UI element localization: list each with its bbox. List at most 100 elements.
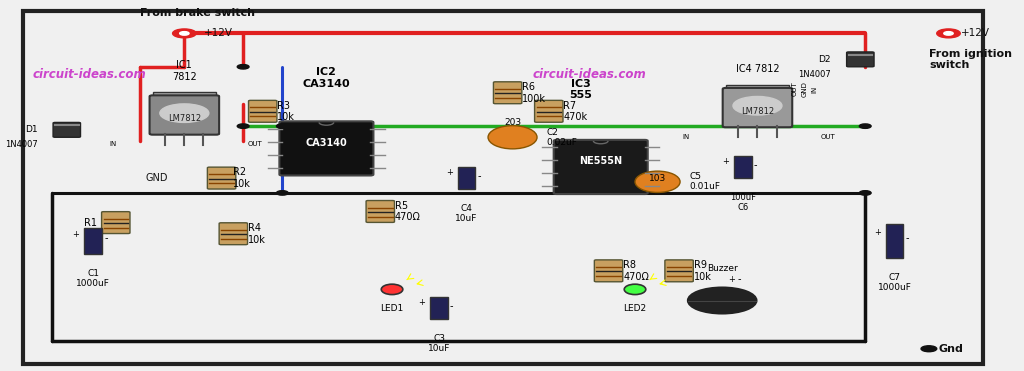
- Text: 100uF
C6: 100uF C6: [730, 193, 756, 212]
- Circle shape: [688, 288, 757, 313]
- FancyBboxPatch shape: [594, 260, 623, 282]
- Text: 203: 203: [504, 118, 521, 127]
- Text: Gnd: Gnd: [939, 344, 964, 354]
- Text: R8
470Ω: R8 470Ω: [624, 260, 649, 282]
- Text: GND: GND: [145, 173, 168, 183]
- FancyBboxPatch shape: [847, 52, 874, 67]
- Bar: [153, 92, 216, 96]
- Text: -: -: [737, 274, 741, 284]
- Circle shape: [921, 346, 937, 352]
- Circle shape: [276, 124, 288, 128]
- FancyBboxPatch shape: [150, 95, 219, 135]
- Text: R9
10k: R9 10k: [694, 260, 712, 282]
- Text: LED2: LED2: [624, 304, 646, 313]
- Text: R1: R1: [84, 218, 97, 227]
- Bar: [734, 156, 752, 178]
- Bar: [886, 224, 903, 258]
- Text: CA3140: CA3140: [305, 138, 347, 148]
- FancyBboxPatch shape: [208, 167, 236, 189]
- Circle shape: [859, 191, 871, 195]
- Circle shape: [733, 96, 782, 115]
- FancyBboxPatch shape: [554, 140, 648, 194]
- Text: LM7812: LM7812: [168, 114, 201, 123]
- Circle shape: [276, 191, 288, 195]
- Text: IC1
7812: IC1 7812: [172, 60, 197, 82]
- Text: -: -: [477, 171, 481, 181]
- Text: -: -: [754, 160, 757, 170]
- Bar: [458, 167, 475, 189]
- FancyBboxPatch shape: [723, 88, 793, 127]
- Bar: [430, 297, 447, 319]
- Text: OUT: OUT: [248, 141, 263, 147]
- Text: D2: D2: [818, 55, 830, 64]
- Text: circuit-ideas.com: circuit-ideas.com: [532, 68, 646, 81]
- Circle shape: [859, 124, 871, 128]
- Text: OUT: OUT: [792, 82, 798, 96]
- Text: C1
1000uF: C1 1000uF: [77, 269, 111, 288]
- Text: LM7812: LM7812: [741, 107, 774, 116]
- Circle shape: [944, 32, 953, 35]
- Circle shape: [238, 124, 249, 128]
- Text: R7
470k: R7 470k: [563, 101, 588, 122]
- Text: C3
10uF: C3 10uF: [428, 334, 451, 353]
- Text: -: -: [450, 301, 454, 311]
- Text: R2
10k: R2 10k: [233, 167, 251, 189]
- FancyBboxPatch shape: [665, 260, 693, 282]
- Ellipse shape: [488, 126, 537, 149]
- Text: R5
470Ω: R5 470Ω: [395, 201, 421, 222]
- Text: OUT: OUT: [821, 134, 836, 139]
- FancyBboxPatch shape: [53, 122, 81, 137]
- Circle shape: [937, 29, 961, 38]
- Text: +: +: [73, 230, 80, 239]
- Text: +: +: [419, 298, 425, 307]
- Circle shape: [179, 32, 189, 35]
- FancyBboxPatch shape: [219, 223, 248, 245]
- Text: +12V: +12V: [204, 29, 232, 38]
- Circle shape: [160, 104, 209, 122]
- Text: +12V: +12V: [962, 29, 990, 38]
- Text: NE555N: NE555N: [580, 157, 623, 166]
- Text: R3
10k: R3 10k: [278, 101, 295, 122]
- FancyBboxPatch shape: [101, 211, 130, 234]
- Text: R4
10k: R4 10k: [248, 223, 266, 244]
- Text: From ignition
switch: From ignition switch: [929, 49, 1012, 70]
- Text: C2
0.02uF: C2 0.02uF: [547, 128, 578, 147]
- Text: +: +: [722, 157, 729, 166]
- Text: R6
100k: R6 100k: [522, 82, 547, 104]
- Text: D1: D1: [25, 125, 38, 134]
- Text: IC4 7812: IC4 7812: [735, 64, 779, 74]
- Text: +: +: [445, 168, 453, 177]
- Text: From brake switch: From brake switch: [140, 8, 255, 18]
- Bar: [84, 228, 102, 254]
- Text: IN: IN: [683, 134, 690, 139]
- Text: C4
10uF: C4 10uF: [456, 204, 477, 223]
- Text: circuit-ideas.com: circuit-ideas.com: [33, 68, 146, 81]
- Text: C5
0.01uF: C5 0.01uF: [690, 172, 721, 191]
- Text: C7
1000uF: C7 1000uF: [878, 273, 911, 292]
- Text: 1N4007: 1N4007: [5, 140, 38, 149]
- Text: +: +: [874, 228, 881, 237]
- Text: GND: GND: [802, 81, 808, 97]
- FancyBboxPatch shape: [494, 82, 522, 104]
- Text: IC2
CA3140: IC2 CA3140: [303, 68, 350, 89]
- Ellipse shape: [381, 284, 402, 295]
- Text: Buzzer: Buzzer: [707, 264, 737, 273]
- Text: 1N4007: 1N4007: [798, 70, 830, 79]
- Text: -: -: [104, 234, 108, 243]
- Text: LED1: LED1: [381, 304, 403, 313]
- Text: +: +: [728, 275, 735, 284]
- Text: -: -: [905, 233, 909, 243]
- Text: IN: IN: [811, 85, 817, 93]
- FancyBboxPatch shape: [535, 100, 563, 122]
- FancyBboxPatch shape: [280, 121, 374, 175]
- Circle shape: [238, 65, 249, 69]
- Ellipse shape: [635, 171, 680, 193]
- FancyBboxPatch shape: [367, 201, 394, 223]
- Text: 103: 103: [649, 174, 667, 183]
- Bar: [726, 85, 790, 89]
- FancyBboxPatch shape: [249, 100, 276, 122]
- Circle shape: [173, 29, 197, 38]
- Ellipse shape: [625, 284, 646, 295]
- Text: IC3
555: IC3 555: [569, 79, 593, 100]
- Text: IN: IN: [110, 141, 117, 147]
